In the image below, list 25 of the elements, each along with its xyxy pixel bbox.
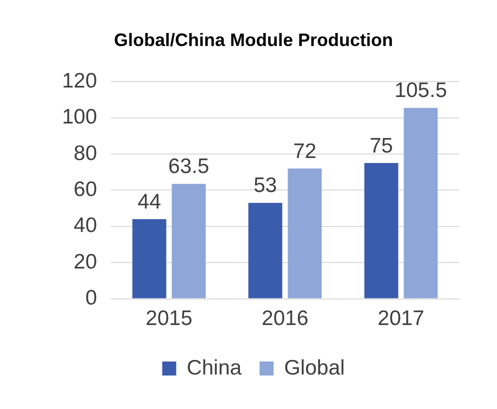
y-tick-label: 80 [74, 142, 98, 165]
bar [172, 184, 206, 298]
x-tick-label: 2017 [378, 307, 424, 330]
x-tick-label: 2016 [262, 307, 308, 330]
y-tick-label: 40 [74, 214, 98, 238]
data-label: 75 [370, 134, 393, 158]
data-label: 105.5 [394, 79, 448, 102]
data-label: 63.5 [168, 155, 210, 178]
y-tick-label: 60 [74, 178, 98, 201]
bar [248, 202, 282, 298]
y-tick-label: 0 [85, 286, 98, 310]
bar [364, 163, 398, 298]
data-label: 72 [293, 140, 316, 163]
y-tick-label: 100 [62, 106, 98, 129]
bar [288, 168, 322, 298]
data-label: 53 [254, 174, 277, 198]
bar [132, 219, 166, 298]
y-tick-label: 20 [74, 250, 98, 274]
legend-label: China [186, 356, 242, 380]
bar [404, 108, 438, 298]
chart-title: Global/China Module Production [114, 30, 393, 50]
data-label: 44 [138, 190, 162, 214]
legend-label: Global [284, 356, 345, 380]
y-tick-label: 120 [62, 69, 98, 92]
x-tick-label: 2015 [146, 307, 192, 330]
